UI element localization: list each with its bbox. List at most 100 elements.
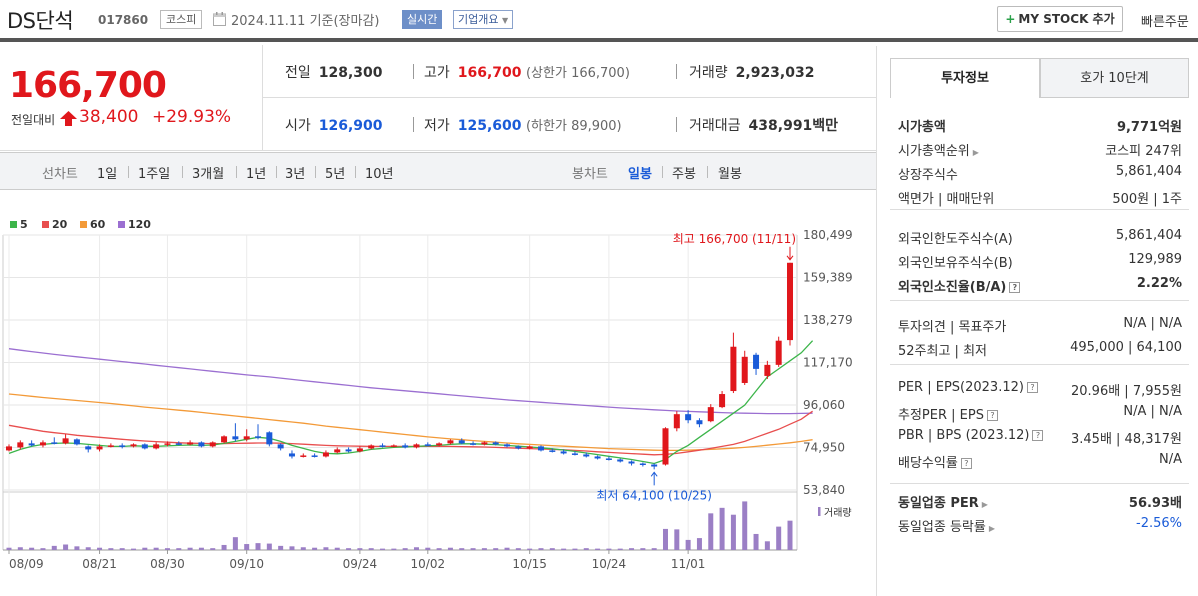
current-price: 166,700 [9, 65, 167, 106]
info-tabs: 투자정보 호가 10단계 [890, 58, 1189, 98]
candle-body [458, 440, 465, 444]
candle-body [741, 356, 748, 383]
volume-bar [266, 543, 272, 550]
period-5y[interactable]: 5년 [325, 167, 346, 182]
help-icon[interactable]: ? [986, 410, 998, 421]
volume-bar [685, 539, 691, 550]
period-1w[interactable]: 1주일 [138, 167, 171, 182]
candle-body [266, 432, 273, 445]
candle-body [390, 445, 397, 447]
period-3y[interactable]: 3년 [285, 167, 306, 182]
corp-info-button[interactable]: 기업개요 ▼ [453, 10, 514, 29]
prev-close-label: 전일 [285, 65, 311, 81]
info-label: PER | EPS(2023.12)? [898, 380, 1038, 395]
chevron-right-icon: ▶ [981, 500, 988, 509]
volume-bar [289, 546, 295, 550]
period-1y[interactable]: 1년 [246, 167, 267, 182]
top-bar: DS단석 017860 코스피 2024.11.11 기준(장마감) 실시간 기… [0, 0, 1198, 42]
legend-swatch [10, 221, 17, 228]
info-label[interactable]: 동일업종 등락률 ▶ [898, 520, 996, 535]
min-annotation: 최저 64,100 (10/25) [596, 488, 712, 502]
candle-body [560, 451, 567, 454]
volume-bar [368, 548, 374, 550]
separator [413, 64, 414, 79]
candle-body [571, 453, 578, 455]
legend-ma20: 20 [42, 218, 67, 231]
volume-bar [708, 513, 714, 550]
amount-value: 438,991 [748, 118, 813, 134]
info-value: 495,000 | 64,100 [1070, 340, 1182, 355]
volume-value: 2,923,032 [735, 65, 815, 81]
info-label: 추정PER | EPS? [898, 404, 998, 423]
candle-body [787, 262, 793, 341]
help-icon[interactable]: ? [1032, 430, 1044, 441]
volume-bar [730, 514, 736, 550]
help-icon[interactable]: ? [1026, 382, 1038, 393]
info-label: 52주최고 | 최저 [898, 344, 987, 359]
candle-body [413, 444, 420, 448]
info-value: 5,861,404 [1115, 228, 1182, 243]
volume-bar [447, 547, 453, 550]
candle-body [651, 464, 658, 467]
candle-body [107, 445, 114, 447]
candle-body [730, 346, 737, 392]
divider [890, 209, 1189, 210]
candle-body [345, 449, 352, 452]
volume-bar [255, 543, 261, 550]
period-3m[interactable]: 3개월 [192, 167, 225, 182]
candle-body [221, 436, 228, 443]
tab-investment-info[interactable]: 투자정보 [890, 58, 1040, 98]
period-1d[interactable]: 1일 [97, 167, 118, 182]
candle-body [119, 445, 126, 447]
realtime-button[interactable]: 실시간 [402, 10, 443, 29]
candle-daily[interactable]: 일봉 [628, 167, 652, 182]
candle-body [583, 454, 590, 457]
help-icon[interactable]: ? [960, 458, 972, 469]
line-chart-label: 선차트 [42, 167, 78, 182]
candle-body [447, 440, 454, 444]
price-summary: 166,700 전일대비 38,400 +29.93% 전일 128,300 고가… [0, 45, 876, 151]
candle-body [51, 442, 58, 444]
quick-order-link[interactable]: 빠른주문 [1141, 15, 1189, 30]
volume-bar [244, 544, 250, 550]
candle-monthly[interactable]: 월봉 [718, 167, 742, 182]
amount-label: 거래대금 [689, 118, 741, 134]
volume-bar [108, 548, 114, 550]
info-label[interactable]: 시가총액순위 ▶ [898, 144, 979, 159]
x-tick-label: 09/24 [343, 557, 378, 571]
stock-chart[interactable]: 5 20 60 120 180,499 159,389 138,279 117,170… [0, 205, 876, 596]
legend-swatch [42, 221, 49, 228]
period-10y[interactable]: 10년 [365, 167, 394, 182]
candle-weekly[interactable]: 주봉 [672, 167, 696, 182]
upper-limit: (상한가 166,700) [525, 66, 630, 81]
candle-body [62, 438, 69, 444]
volume-bar [527, 548, 533, 550]
candle-body [764, 364, 771, 376]
info-value: N/A [1159, 452, 1182, 467]
volume-bar [40, 548, 46, 550]
volume-bar [74, 546, 80, 550]
volume-bar [583, 548, 589, 550]
add-my-stock-button[interactable]: + MY STOCK 추가 [997, 6, 1123, 32]
volume-bar [153, 547, 159, 550]
candle-body [537, 446, 544, 451]
separator [707, 166, 708, 178]
stat-low: 저가 125,600 (하한가 89,900) [424, 115, 622, 135]
candle-body [481, 442, 488, 445]
volume-bar [346, 548, 352, 550]
info-label[interactable]: 동일업종 PER ▶ [898, 496, 988, 511]
volume-bar [629, 548, 635, 550]
info-row: 액면가 | 매매단위 500원 | 1주 [898, 188, 1182, 208]
separator [413, 117, 414, 132]
volume-bar [29, 547, 35, 550]
volume-bar [538, 548, 544, 550]
info-value: 500원 | 1주 [1112, 192, 1182, 207]
separator [315, 166, 316, 178]
info-value: 5,861,404 [1115, 164, 1182, 179]
high-label: 고가 [424, 65, 450, 81]
divider [890, 483, 1189, 484]
tab-orderbook[interactable]: 호가 10단계 [1040, 58, 1189, 98]
help-icon[interactable]: ? [1009, 282, 1021, 293]
volume-bar [776, 526, 782, 550]
volume-bar [51, 545, 57, 550]
